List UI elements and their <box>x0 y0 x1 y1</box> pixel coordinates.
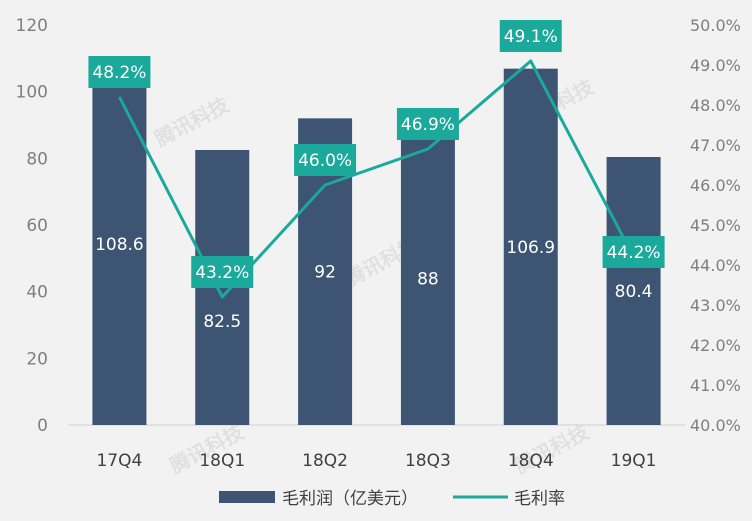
x-axis-category-label: 18Q3 <box>405 451 451 471</box>
left-axis-tick-label: 80 <box>26 149 48 169</box>
right-axis-tick-label: 43.0% <box>690 296 741 315</box>
line-value-label: 43.2% <box>195 263 249 283</box>
line-value-badge <box>499 20 562 52</box>
legend: 毛利润（亿美元） 毛利率 <box>219 489 565 509</box>
x-axis-category-label: 18Q1 <box>199 451 245 471</box>
bar-value-label: 88 <box>417 269 439 289</box>
right-axis-tick-label: 44.0% <box>690 256 741 275</box>
bar-value-label: 80.4 <box>615 282 653 302</box>
right-axis-tick-label: 40.0% <box>690 416 741 435</box>
line-value-badge <box>602 236 665 268</box>
right-axis-tick-label: 46.0% <box>690 176 741 195</box>
line-value-label: 46.9% <box>401 115 455 135</box>
left-axis-tick-label: 20 <box>26 349 48 369</box>
bar-value-label: 82.5 <box>203 312 241 332</box>
legend-bar-label: 毛利润（亿美元） <box>282 489 418 509</box>
legend-bar-swatch <box>219 491 275 503</box>
left-axis-tick-label: 0 <box>37 416 48 436</box>
right-axis-tick-label: 50.0% <box>690 16 741 35</box>
line-value-label: 46.0% <box>298 151 352 171</box>
bar <box>503 68 558 426</box>
bar <box>606 157 661 425</box>
x-axis-category-label: 19Q1 <box>611 451 657 471</box>
x-axis-category-label: 18Q4 <box>508 451 554 471</box>
bar <box>400 131 455 425</box>
bar-value-label: 106.9 <box>506 238 555 258</box>
line-value-badge <box>396 108 459 140</box>
line-value-label: 49.1% <box>504 27 558 47</box>
bar <box>92 63 147 425</box>
left-axis-tick-label: 120 <box>16 16 48 36</box>
watermark-text: 腾讯科技 <box>151 92 234 151</box>
right-axis-tick-label: 42.0% <box>690 336 741 355</box>
axes-group: 0 20 40 60 80 100 120 40.0% 41.0% 42.0% 43.0% 44.0%… <box>16 16 741 471</box>
line-value-label: 48.2% <box>92 63 146 83</box>
legend-line-label: 毛利率 <box>514 489 565 509</box>
line-value-label: 44.2% <box>607 243 661 263</box>
left-axis-tick-label: 40 <box>26 283 48 303</box>
right-axis-tick-label: 41.0% <box>690 376 741 395</box>
x-axis-category-label: 17Q4 <box>96 451 142 471</box>
line-value-badge <box>88 56 151 88</box>
right-axis-tick-label: 47.0% <box>690 136 741 155</box>
line-value-badge <box>191 256 254 288</box>
bar-value-label: 92 <box>314 263 336 283</box>
line-value-badge <box>294 144 357 176</box>
right-axis-tick-label: 48.0% <box>690 96 741 115</box>
bar-value-label: 108.6 <box>95 235 144 255</box>
right-axis-tick-label: 49.0% <box>690 56 741 75</box>
left-axis-tick-label: 60 <box>26 216 48 236</box>
left-axis-tick-label: 100 <box>16 83 48 103</box>
line-group: 48.2% 43.2% 46.0% 46.9% 49.1% 44.2% <box>88 20 665 299</box>
x-axis-category-label: 18Q2 <box>302 451 348 471</box>
right-axis-tick-label: 45.0% <box>690 216 741 235</box>
